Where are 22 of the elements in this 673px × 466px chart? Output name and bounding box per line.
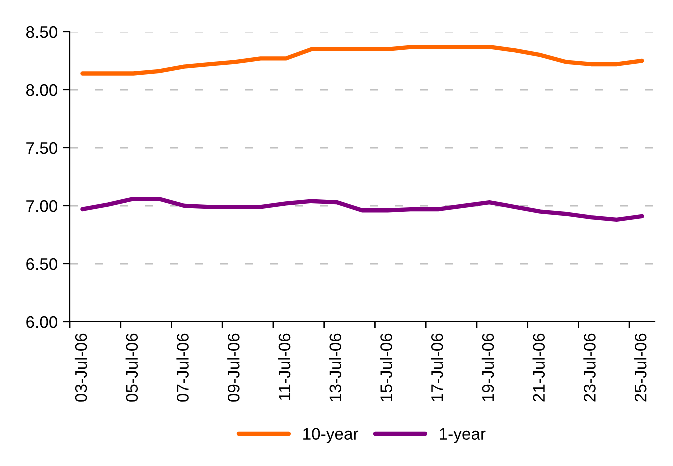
y-tick-label: 6.50	[26, 258, 58, 270]
line-series	[80, 44, 644, 76]
x-tick-label: 11-Jul-06	[278, 334, 291, 400]
line-series	[80, 196, 644, 222]
x-tick-label: 19-Jul-06	[482, 334, 494, 402]
x-tick-label: 25-Jul-06	[634, 334, 647, 402]
x-tick-label: 09-Jul-06	[228, 334, 240, 402]
x-tick-label: 15-Jul-06	[380, 334, 392, 402]
legend-label: 10-year	[304, 428, 359, 444]
y-tick-label: 6.00	[26, 316, 58, 328]
legend-label: 1-year	[440, 428, 486, 444]
x-tick-label: 07-Jul-06	[176, 334, 189, 402]
x-tick-label: 03-Jul-06	[74, 334, 88, 402]
y-tick-label: 7.00	[26, 200, 58, 212]
x-tick-label: 13-Jul-06	[329, 334, 342, 402]
x-tick-label: 23-Jul-06	[584, 334, 596, 402]
x-tick-label: 17-Jul-06	[431, 334, 444, 402]
y-tick-label: 8.00	[26, 84, 58, 96]
y-tick-label: 7.50	[26, 142, 58, 154]
y-tick-label: 8.50	[26, 26, 58, 38]
x-tick-label: 21-Jul-06	[532, 334, 546, 402]
x-tick-label: 05-Jul-06	[126, 334, 138, 402]
